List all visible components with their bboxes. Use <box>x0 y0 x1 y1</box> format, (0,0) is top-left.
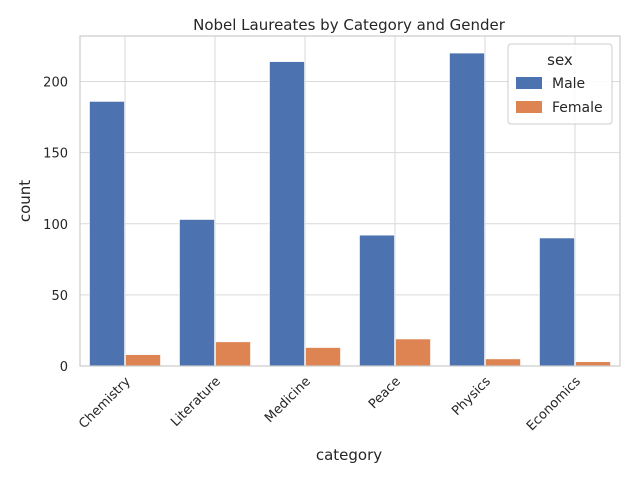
bar-female-physics <box>485 358 521 367</box>
y-tick-label: 150 <box>43 147 68 162</box>
bar-male-medicine <box>269 61 305 367</box>
bar-male-physics <box>449 52 485 367</box>
legend: sex Male Female <box>507 43 613 125</box>
x-axis-label: category <box>316 446 382 464</box>
y-tick-label: 200 <box>43 76 68 91</box>
y-tick-label: 100 <box>43 218 68 233</box>
y-axis-label: count <box>16 180 34 222</box>
y-tick-label: 50 <box>51 289 68 304</box>
x-axis-ticks: Chemistry Literature Medicine Peace Physics E… <box>76 374 584 434</box>
bar-male-peace <box>359 234 395 367</box>
gridlines <box>80 36 620 367</box>
bar-female-peace <box>395 338 431 367</box>
axes-border <box>79 35 621 367</box>
bar-female-chemistry <box>125 354 161 367</box>
legend-label-female: Female <box>552 100 603 116</box>
bar-female-medicine <box>305 347 341 367</box>
legend-swatch-male <box>516 77 542 89</box>
bar-female-economics <box>575 361 611 367</box>
x-tick-label: Chemistry <box>76 374 134 432</box>
bars <box>89 52 611 367</box>
y-axis-ticks: 0 50 100 150 200 <box>43 76 68 375</box>
legend-title: sex <box>547 51 573 69</box>
bar-male-economics <box>539 237 575 367</box>
x-tick-label: Economics <box>524 374 584 434</box>
y-tick-label: 0 <box>60 360 68 375</box>
legend-label-male: Male <box>552 76 585 92</box>
bar-male-chemistry <box>89 101 125 367</box>
chart-title: Nobel Laureates by Category and Gender <box>193 16 506 34</box>
legend-swatch-female <box>516 101 542 113</box>
bar-female-literature <box>215 341 251 367</box>
x-tick-label: Peace <box>366 374 404 412</box>
bar-male-literature <box>179 219 215 367</box>
x-tick-label: Physics <box>449 374 494 419</box>
plot-frame <box>79 35 621 367</box>
x-tick-label: Medicine <box>262 374 314 426</box>
x-tick-label: Literature <box>168 374 224 430</box>
